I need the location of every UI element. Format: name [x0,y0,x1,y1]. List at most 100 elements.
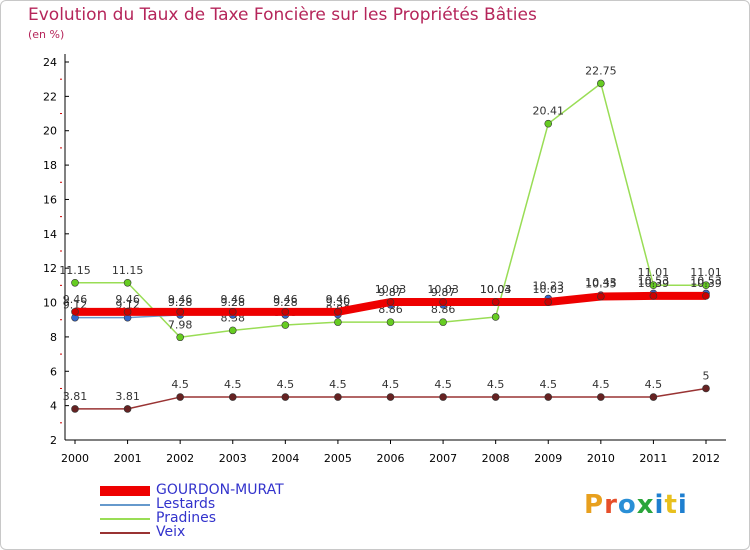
legend-item-pradines: Pradines [100,510,400,526]
proxiti-logo: Proxiti [584,490,688,520]
data-point-gourdon-murat [386,298,395,306]
data-label-pradines: 11.01 [690,266,722,279]
data-point-veix [228,393,237,401]
data-label-gourdon-murat: 10.39 [690,277,722,290]
y-tick-label: 12 [43,262,57,275]
data-label-veix: 4.5 [540,378,558,391]
data-label-lestards: 9.28 [221,296,246,309]
data-point-veix [544,393,553,401]
data-point-pradines [71,278,79,287]
legend-swatch-gourdon-murat [100,486,150,496]
y-tick-label: 22 [43,90,57,103]
data-label-lestards: 9.28 [168,296,193,309]
data-label-pradines: 20.41 [533,105,565,118]
legend: GOURDON-MURAT Lestards Pradines Veix [100,482,400,540]
data-label-pradines: 8.86 [431,303,456,316]
data-point-veix [491,393,500,401]
data-label-gourdon-murat: 9.46 [168,293,193,306]
data-label-pradines: 22.75 [585,64,617,77]
data-point-gourdon-murat [228,308,237,316]
legend-label-pradines: Pradines [156,510,217,526]
data-label-lestards: 10.53 [638,274,670,287]
chart-title: Evolution du Taux de Taxe Foncière sur l… [28,5,537,25]
data-point-gourdon-murat [491,298,500,306]
data-point-veix [702,384,710,393]
data-label-gourdon-murat: 9.46 [115,293,140,306]
data-point-gourdon-murat [334,308,342,316]
y-tick-label: 4 [50,400,57,413]
data-point-veix [123,405,132,413]
data-label-veix: 4.5 [434,378,452,391]
x-tick-label: 2003 [219,452,247,465]
data-point-veix [597,393,605,401]
data-label-lestards: 10.04 [480,283,512,296]
x-tick-label: 2007 [429,452,457,465]
data-label-veix: 4.5 [329,378,347,391]
data-point-pradines [228,326,237,335]
data-label-gourdon-murat: 9.46 [63,293,88,306]
y-tick-label: 20 [43,125,57,138]
data-label-veix: 3.81 [115,390,140,403]
data-point-gourdon-murat [439,298,447,306]
data-point-pradines [334,318,342,326]
x-tick-label: 2004 [271,452,299,465]
data-label-lestards: 9.87 [378,286,403,299]
data-point-gourdon-murat [597,292,605,301]
data-point-veix [439,393,447,401]
data-label-gourdon-murat: 10.03 [533,283,565,296]
legend-item-gourdon-murat: GOURDON-MURAT [100,482,400,498]
data-point-gourdon-murat [649,292,658,300]
y-tick-label: 6 [50,365,57,378]
data-label-lestards: 10.43 [585,276,617,289]
data-point-pradines [176,333,184,342]
data-label-veix: 3.81 [63,390,88,403]
legend-label-gourdon-murat: GOURDON-MURAT [156,482,284,498]
y-tick-label: 8 [50,331,57,344]
data-point-veix [176,393,184,401]
data-label-gourdon-murat: 10.03 [480,283,512,296]
x-tick-label: 2000 [61,452,89,465]
data-label-gourdon-murat: 10.03 [375,283,407,296]
data-point-gourdon-murat [544,298,553,306]
data-label-veix: 4.5 [224,378,242,391]
y-tick-label: 14 [43,228,57,241]
data-point-pradines [281,321,290,329]
x-tick-label: 2006 [377,452,405,465]
x-tick-label: 2009 [534,452,562,465]
data-label-veix: 4.5 [645,378,663,391]
x-tick-label: 2012 [692,452,720,465]
legend-label-lestards: Lestards [156,496,216,512]
x-tick-label: 2010 [587,452,615,465]
data-point-gourdon-murat [176,308,184,316]
data-point-pradines [597,79,605,88]
x-tick-label: 2001 [114,452,142,465]
y-tick-label: 16 [43,193,57,206]
legend-item-lestards: Lestards [100,496,400,512]
data-point-veix [71,405,79,413]
legend-label-veix: Veix [156,524,186,540]
legend-swatch-veix [100,532,150,534]
data-point-pradines [439,318,447,326]
data-label-pradines: 11.15 [59,264,91,277]
data-label-gourdon-murat: 9.46 [273,293,298,306]
data-label-lestards: 10.23 [533,280,565,293]
data-label-veix: 4.5 [277,378,295,391]
y-tick-label: 18 [43,159,57,172]
data-label-pradines: 11.15 [112,264,144,277]
data-point-gourdon-murat [281,308,290,316]
data-label-pradines: 7.98 [168,318,193,331]
y-tick-label: 2 [50,434,57,447]
data-point-pradines [544,119,553,128]
data-label-veix: 4.5 [592,378,610,391]
data-point-veix [649,393,658,401]
data-label-lestards: 9.87 [431,286,456,299]
data-point-pradines [386,318,395,326]
legend-swatch-pradines [100,518,150,520]
data-label-gourdon-murat: 9.46 [221,293,246,306]
data-label-gourdon-murat: 10.39 [638,277,670,290]
data-point-pradines [702,281,710,289]
data-point-gourdon-murat [71,308,79,316]
data-point-veix [334,393,342,401]
data-point-pradines [123,278,132,287]
